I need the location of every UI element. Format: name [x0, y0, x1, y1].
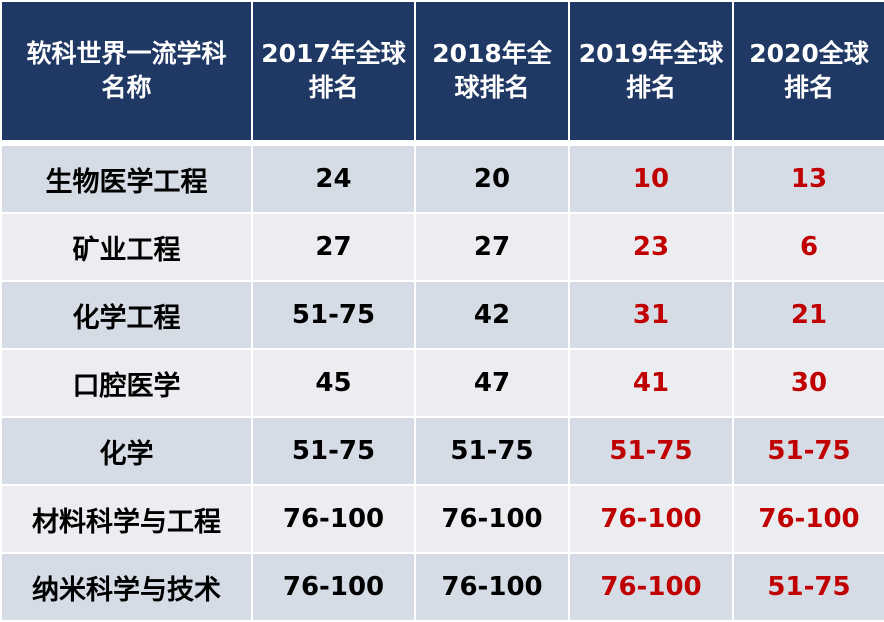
rank-2018: 76-100: [414, 552, 570, 622]
table-row: 材料科学与工程 76-100 76-100 76-100 76-100: [0, 484, 884, 554]
rank-2019: 51-75: [568, 416, 734, 486]
subject-name: 口腔医学: [0, 348, 253, 418]
table-body: 生物医学工程 24 20 10 13 矿业工程 27 27 23 6 化学工程 …: [0, 142, 884, 622]
rank-2019: 76-100: [568, 552, 734, 622]
rank-2018: 27: [414, 212, 570, 282]
rank-2017: 76-100: [251, 484, 416, 554]
subject-name: 纳米科学与技术: [0, 552, 253, 622]
rank-2020: 21: [732, 280, 884, 350]
rank-2018: 47: [414, 348, 570, 418]
table-row: 矿业工程 27 27 23 6: [0, 212, 884, 282]
subject-name: 生物医学工程: [0, 142, 253, 214]
table-row: 化学工程 51-75 42 31 21: [0, 280, 884, 350]
table-row: 化学 51-75 51-75 51-75 51-75: [0, 416, 884, 486]
rank-2019: 10: [568, 142, 734, 214]
subject-name: 材料科学与工程: [0, 484, 253, 554]
table-row: 口腔医学 45 47 41 30: [0, 348, 884, 418]
header-subject-name: 软科世界一流学科 名称: [0, 0, 253, 144]
rank-2018: 51-75: [414, 416, 570, 486]
rank-2019: 76-100: [568, 484, 734, 554]
header-2020-rank: 2020全球 排名: [732, 0, 884, 144]
rank-2020: 51-75: [732, 416, 884, 486]
rank-2017: 51-75: [251, 280, 416, 350]
rank-2019: 41: [568, 348, 734, 418]
table-row: 生物医学工程 24 20 10 13: [0, 142, 884, 214]
rank-2018: 76-100: [414, 484, 570, 554]
rank-2020: 6: [732, 212, 884, 282]
rank-2020: 51-75: [732, 552, 884, 622]
header-2019-rank: 2019年全球 排名: [568, 0, 734, 144]
rank-2018: 42: [414, 280, 570, 350]
rank-2017: 45: [251, 348, 416, 418]
rank-2019: 31: [568, 280, 734, 350]
rank-2017: 76-100: [251, 552, 416, 622]
rank-2019: 23: [568, 212, 734, 282]
rank-2020: 76-100: [732, 484, 884, 554]
subject-name: 化学: [0, 416, 253, 486]
rank-2017: 24: [251, 142, 416, 214]
rank-2020: 13: [732, 142, 884, 214]
table-header: 软科世界一流学科 名称 2017年全球 排名 2018年全 球排名 2019年全球 排名…: [0, 0, 884, 144]
table-row: 纳米科学与技术 76-100 76-100 76-100 51-75: [0, 552, 884, 622]
header-2017-rank: 2017年全球 排名: [251, 0, 416, 144]
rank-2017: 27: [251, 212, 416, 282]
header-row: 软科世界一流学科 名称 2017年全球 排名 2018年全 球排名 2019年全球 排名…: [0, 0, 884, 144]
subject-name: 化学工程: [0, 280, 253, 350]
rank-2018: 20: [414, 142, 570, 214]
rank-2020: 30: [732, 348, 884, 418]
subject-name: 矿业工程: [0, 212, 253, 282]
rank-2017: 51-75: [251, 416, 416, 486]
header-2018-rank: 2018年全 球排名: [414, 0, 570, 144]
